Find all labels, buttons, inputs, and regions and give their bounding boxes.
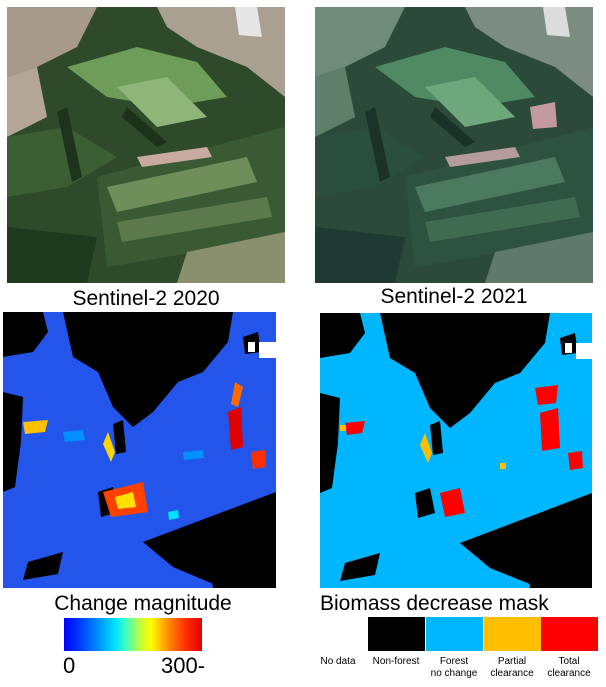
legend-label-non-forest: Non-forest — [372, 656, 420, 667]
colorbar-max-label: 300- — [161, 653, 206, 678]
legend-swatch-forest-no-change — [426, 617, 483, 651]
change-magnitude-raster — [3, 312, 276, 588]
legend-label-forest-no-change: Forest no change — [430, 656, 478, 679]
caption-sentinel2-2021: Sentinel-2 2021 — [380, 285, 528, 308]
change-magnitude-map — [3, 312, 276, 588]
sentinel2-2021-image — [315, 7, 593, 283]
colorbar-min-label: 0 — [63, 653, 76, 678]
sentinel2-2021-terrain — [315, 7, 593, 283]
biomass-decrease-mask-map — [320, 313, 592, 588]
legend-label-total-clearance: Total clearance — [547, 656, 591, 679]
legend-label-partial-clearance: Partial clearance — [490, 656, 534, 679]
caption-sentinel2-2020: Sentinel-2 2020 — [72, 287, 220, 310]
change-magnitude-colorbar — [64, 618, 202, 651]
legend-label-no-data: No data — [320, 656, 356, 667]
caption-biomass-decrease-mask: Biomass decrease mask — [320, 592, 549, 615]
caption-change-magnitude: Change magnitude — [54, 592, 232, 615]
legend-swatch-no-data — [310, 617, 367, 651]
legend-swatch-total-clearance — [541, 617, 598, 651]
legend-swatch-partial-clearance — [484, 617, 541, 651]
biomass-mask-raster — [320, 313, 592, 588]
sentinel2-2020-image — [7, 7, 285, 283]
sentinel2-2020-terrain — [7, 7, 285, 283]
legend-swatch-non-forest — [368, 617, 425, 651]
